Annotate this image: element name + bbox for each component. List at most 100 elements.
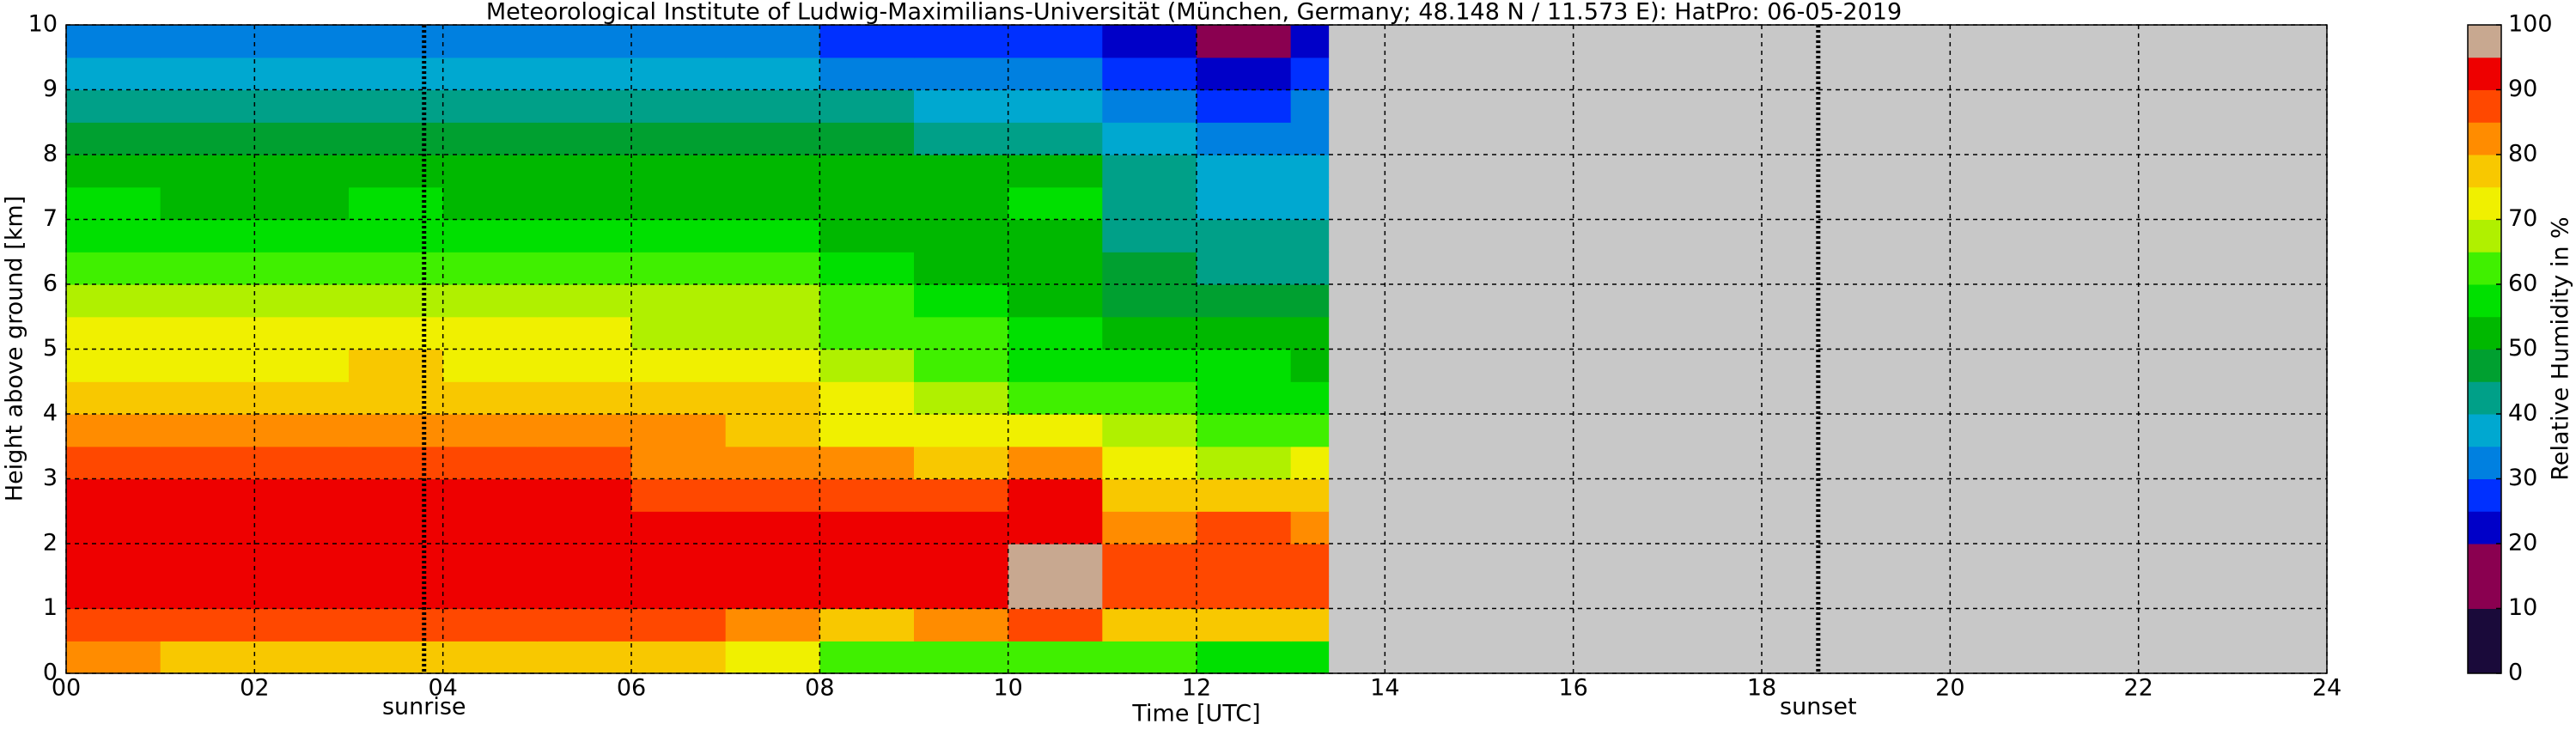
heatmap-cell xyxy=(1197,155,1292,188)
heatmap-cell xyxy=(631,89,727,123)
heatmap-cell xyxy=(1102,349,1197,382)
heatmap-cell xyxy=(160,252,255,285)
heatmap-cell xyxy=(631,186,727,221)
colorbar-swatch xyxy=(2468,575,2501,609)
colorbar-swatch xyxy=(2468,284,2501,318)
heatmap-cell xyxy=(914,155,1009,188)
heatmap-cell xyxy=(1290,122,1330,155)
heatmap-cell xyxy=(1290,284,1330,318)
heatmap-cell xyxy=(254,511,350,544)
heatmap-cell xyxy=(1102,252,1197,285)
heatmap-cell xyxy=(66,544,161,577)
colorbar-tick-label: 80 xyxy=(2508,141,2537,167)
heatmap-cell xyxy=(914,57,1009,91)
heatmap-cell xyxy=(1290,57,1330,91)
heatmap-cell xyxy=(66,186,161,221)
heatmap-cell xyxy=(537,381,632,415)
heatmap-cell xyxy=(1102,511,1197,544)
heatmap-cell xyxy=(442,544,538,577)
heatmap-cell xyxy=(914,252,1009,285)
heatmap-cell xyxy=(442,219,538,252)
x-tick-label: 02 xyxy=(240,675,269,702)
heatmap-cell xyxy=(349,641,444,674)
heatmap-cell xyxy=(1102,25,1197,58)
colorbar-tick-label: 50 xyxy=(2508,335,2537,362)
heatmap-cell xyxy=(1197,284,1292,318)
heatmap-cell xyxy=(254,446,350,480)
heatmap-cell xyxy=(442,608,538,642)
colorbar-swatch xyxy=(2468,446,2501,479)
heatmap-cell xyxy=(1102,316,1197,350)
heatmap-cell xyxy=(1290,89,1330,123)
y-tick-label: 4 xyxy=(43,400,58,427)
y-tick-label: 5 xyxy=(43,335,58,362)
heatmap-cell xyxy=(537,155,632,188)
x-tick-label: 08 xyxy=(805,675,834,702)
heatmap-cell xyxy=(1102,414,1197,447)
heatmap-cell xyxy=(819,544,915,577)
colorbar-swatch xyxy=(2468,414,2501,447)
heatmap-cell xyxy=(1197,349,1292,382)
heatmap-cell xyxy=(349,89,444,123)
heatmap-cell xyxy=(1102,57,1197,91)
colorbar-tick-label: 90 xyxy=(2508,76,2537,102)
heatmap-cell xyxy=(1290,446,1330,480)
heatmap-cell xyxy=(1197,219,1292,252)
heatmap-cell xyxy=(914,446,1009,480)
annotation-label: sunset xyxy=(1780,694,1857,721)
x-tick-label: 20 xyxy=(1935,675,1964,702)
heatmap-cell xyxy=(914,608,1009,642)
y-tick-label: 8 xyxy=(43,141,58,167)
x-tick-label: 18 xyxy=(1747,675,1776,702)
colorbar-label: Relative Humidity in % xyxy=(2548,216,2574,480)
heatmap-cell xyxy=(819,57,915,91)
heatmap-cell xyxy=(160,89,255,123)
heatmap-cell xyxy=(160,414,255,447)
heatmap-cell xyxy=(254,381,350,415)
y-tick-label: 7 xyxy=(43,205,58,232)
heatmap-cell xyxy=(914,414,1009,447)
heatmap-cell xyxy=(1008,89,1103,123)
heatmap-cell xyxy=(442,641,538,674)
heatmap-cell xyxy=(1102,641,1197,674)
heatmap-cell xyxy=(66,219,161,252)
heatmap-cell xyxy=(1008,608,1103,642)
heatmap-cell xyxy=(537,511,632,544)
heatmap-cell xyxy=(537,25,632,58)
heatmap-cell xyxy=(1102,381,1197,415)
heatmap-cell xyxy=(349,414,444,447)
heatmap-cell xyxy=(349,252,444,285)
heatmap-cell xyxy=(819,25,915,58)
heatmap-cell xyxy=(537,544,632,577)
heatmap-cell xyxy=(725,349,820,382)
heatmap-cell xyxy=(66,511,161,544)
heatmap-cell xyxy=(725,381,820,415)
heatmap-cell xyxy=(1008,219,1103,252)
heatmap-cell xyxy=(66,381,161,415)
heatmap-cell xyxy=(914,641,1009,674)
colorbar-swatch xyxy=(2468,186,2501,220)
heatmap-cell xyxy=(1197,446,1292,480)
heatmap-cell xyxy=(819,219,915,252)
heatmap-cell xyxy=(631,284,727,318)
x-tick-label: 06 xyxy=(617,675,646,702)
heatmap-cell xyxy=(1102,219,1197,252)
heatmap-cell xyxy=(1290,219,1330,252)
heatmap-cell xyxy=(349,544,444,577)
heatmap-cell xyxy=(160,186,255,221)
heatmap-cell xyxy=(914,219,1009,252)
heatmap-cell xyxy=(349,316,444,350)
heatmap-cell xyxy=(1008,575,1103,610)
heatmap-cell xyxy=(66,155,161,188)
heatmap-cell xyxy=(537,89,632,123)
heatmap-cell xyxy=(254,349,350,382)
y-tick-label: 9 xyxy=(43,76,58,102)
heatmap-cell xyxy=(537,446,632,480)
colorbar-swatch xyxy=(2468,381,2501,415)
plot-frame xyxy=(65,24,2328,674)
heatmap-cell xyxy=(631,316,727,350)
heatmap-cell xyxy=(349,284,444,318)
heatmap-cell xyxy=(537,122,632,155)
heatmap-cell xyxy=(442,89,538,123)
colorbar-tick-label: 70 xyxy=(2508,205,2537,232)
